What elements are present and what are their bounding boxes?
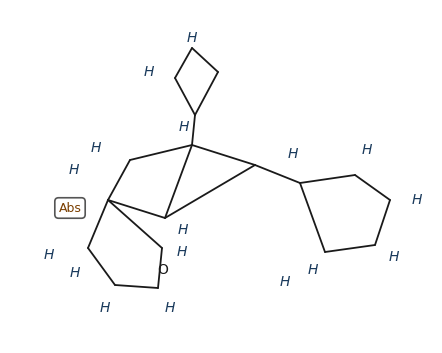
Text: O: O xyxy=(157,263,168,277)
Text: H: H xyxy=(389,250,399,264)
Text: H: H xyxy=(412,193,422,207)
Text: H: H xyxy=(308,263,318,277)
Text: H: H xyxy=(178,223,188,237)
Text: H: H xyxy=(280,275,290,289)
Text: H: H xyxy=(362,143,372,157)
Text: H: H xyxy=(288,147,298,161)
Text: H: H xyxy=(70,266,80,280)
Text: H: H xyxy=(179,120,189,134)
Text: H: H xyxy=(144,65,154,79)
Text: H: H xyxy=(91,141,101,155)
Text: H: H xyxy=(177,245,187,259)
Text: Abs: Abs xyxy=(58,202,81,215)
Text: H: H xyxy=(44,248,54,262)
Text: H: H xyxy=(69,163,79,177)
Text: H: H xyxy=(187,31,197,45)
Text: H: H xyxy=(100,301,110,315)
Text: H: H xyxy=(165,301,175,315)
